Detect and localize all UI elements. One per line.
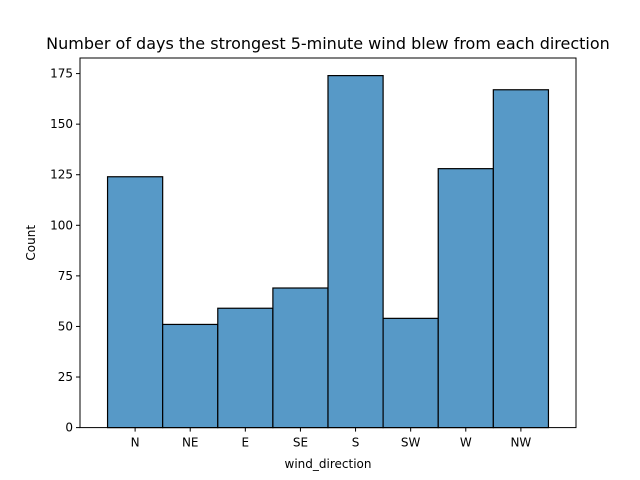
x-tick-label: SE [293, 436, 308, 450]
x-tick-label: N [131, 436, 140, 450]
x-tick-label: NE [182, 436, 199, 450]
bars [106, 74, 550, 429]
x-axis-label: wind_direction [285, 457, 372, 471]
x-axis-ticks: N NE E SE S SW W NW [131, 427, 531, 450]
x-tick-label: E [242, 436, 250, 450]
x-tick-label: NW [510, 436, 531, 450]
y-tick-label: 175 [50, 67, 73, 81]
bar-ne [162, 323, 219, 429]
bar-nw [492, 89, 550, 429]
y-axis-label: Count [24, 225, 38, 261]
bar-n [106, 176, 164, 429]
y-tick-label: 125 [50, 168, 73, 182]
bar-w [437, 168, 494, 429]
x-tick-label: S [352, 436, 360, 450]
bar-s [327, 74, 384, 429]
y-tick-label: 50 [58, 319, 73, 333]
y-tick-label: 75 [58, 269, 73, 283]
plot-frame [79, 57, 577, 429]
bar-sw [382, 317, 439, 429]
x-tick-label: W [460, 436, 472, 450]
bar-e [217, 307, 274, 429]
y-axis-ticks: 0 25 50 75 100 125 150 175 [50, 67, 80, 435]
bar-se [272, 287, 329, 429]
y-tick-label: 150 [50, 117, 73, 131]
chart-title: Number of days the strongest 5-minute wi… [46, 34, 610, 53]
y-tick-label: 25 [58, 370, 73, 384]
y-tick-label: 0 [65, 421, 73, 435]
y-tick-label: 100 [50, 218, 73, 232]
x-tick-label: SW [401, 436, 421, 450]
